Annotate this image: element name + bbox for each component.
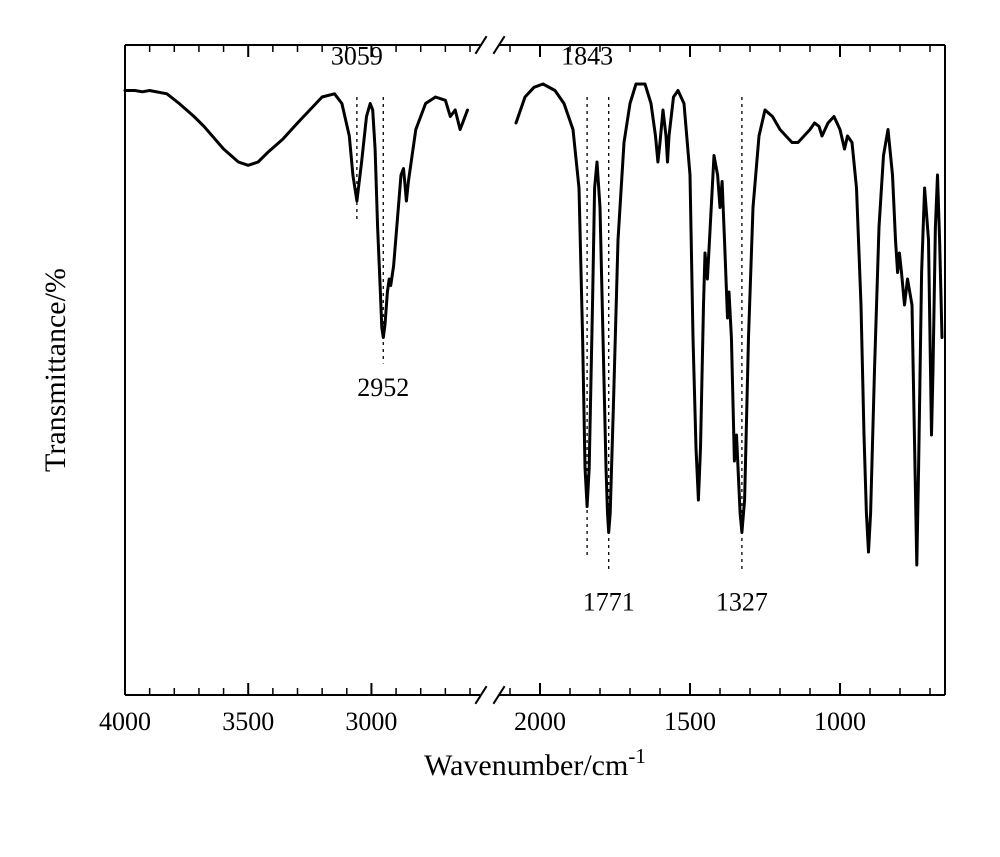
x-tick-label: 4000 — [99, 707, 151, 736]
ir-spectrum-chart: 4000 3500 3000 2000 1500 1000 Wavenumber/cm-1 T… — [0, 0, 1000, 857]
peak-label: 3059 — [331, 42, 383, 71]
x-tick-label: 3500 — [222, 707, 274, 736]
x-tick-label: 3000 — [345, 707, 397, 736]
x-tick-label: 1000 — [814, 707, 866, 736]
x-tick-label: 1500 — [664, 707, 716, 736]
peak-label: 1843 — [561, 42, 613, 71]
peak-label: 2952 — [357, 373, 409, 402]
chart-svg: 4000 3500 3000 2000 1500 1000 Wavenumber/cm-1 T… — [0, 0, 1000, 857]
peak-label: 1327 — [716, 588, 768, 617]
y-axis-label: Transmittance/% — [39, 268, 72, 472]
peak-label: 1771 — [583, 588, 635, 617]
x-axis-label: Wavenumber/cm-1 — [424, 744, 646, 782]
x-tick-label: 2000 — [514, 707, 566, 736]
